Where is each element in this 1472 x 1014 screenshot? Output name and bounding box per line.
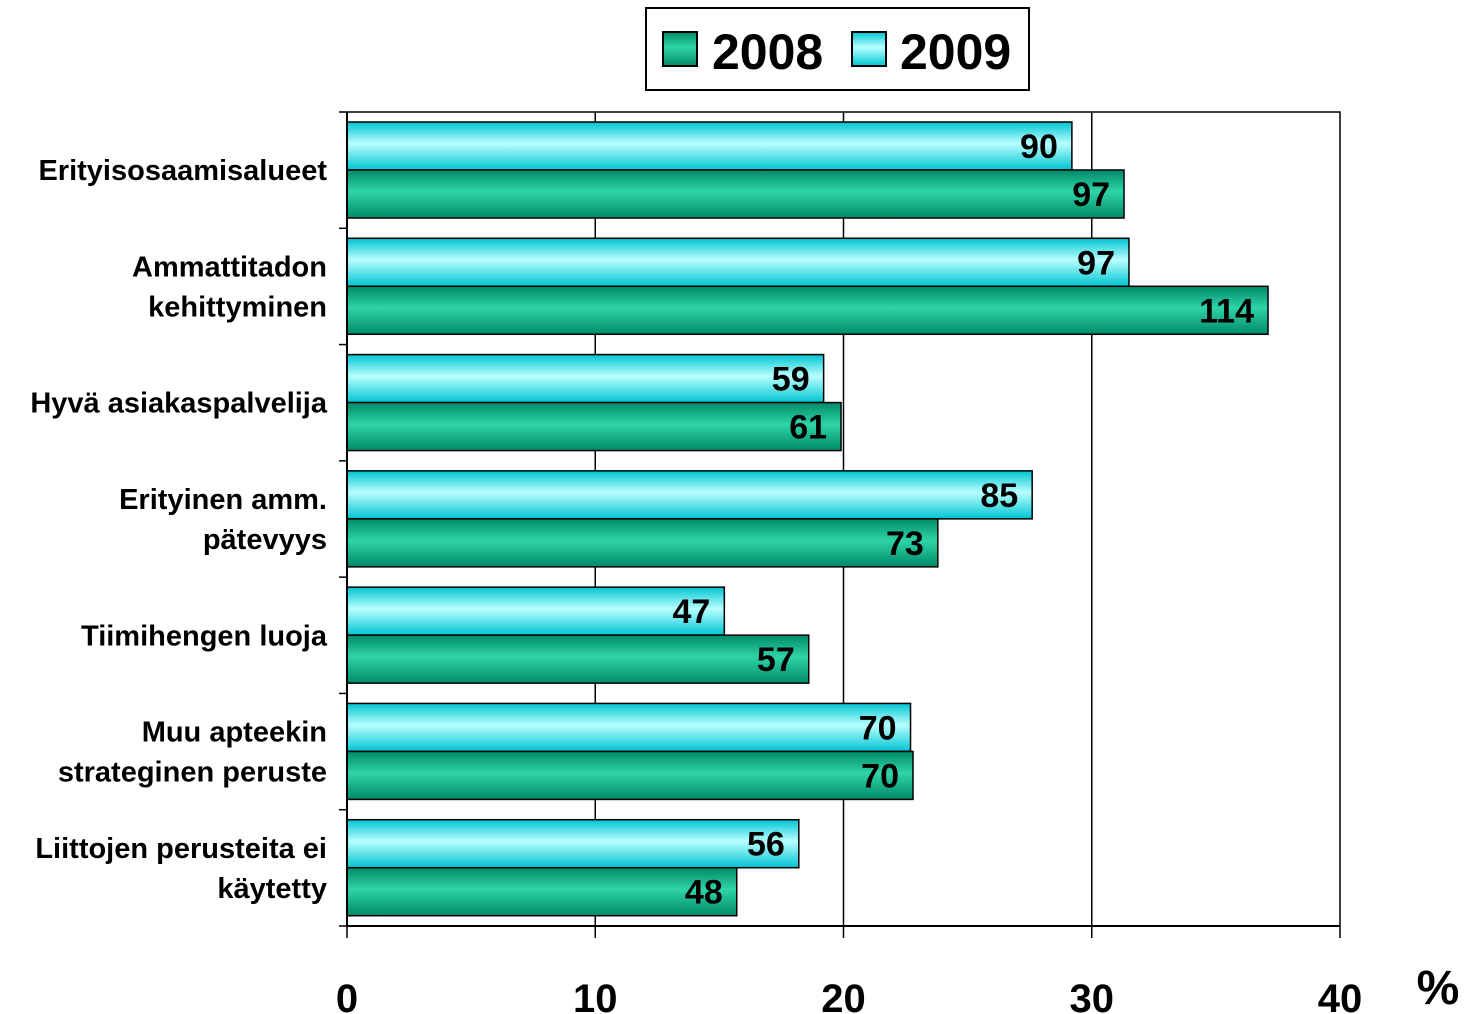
x-tick-label: 40 [1318, 977, 1363, 1014]
category-label: Muu apteekin [142, 717, 327, 749]
category-labels: Erityisosaamisalueet Ammattitadon kehittym… [30, 155, 328, 905]
category-label: pätevyys [203, 524, 327, 556]
data-label-2009: 56 [747, 826, 785, 864]
category-label: Hyvä asiakaspalvelija [30, 388, 328, 420]
data-label-2009: 90 [1020, 128, 1058, 166]
category-label: Erityisosaamisalueet [38, 155, 327, 187]
data-label-2009: 59 [772, 361, 810, 399]
bar-2008 [346, 518, 939, 568]
bar-2008 [346, 285, 1269, 336]
category-label: Liittojen perusteita ei [35, 833, 327, 865]
legend-label-2009: 2009 [900, 24, 1011, 80]
data-label-2008: 97 [1072, 176, 1110, 214]
data-label-2008: 48 [685, 874, 723, 912]
bar-2009 [346, 353, 825, 404]
bar-2009 [346, 818, 800, 869]
data-label-2008: 73 [886, 525, 924, 563]
category-label: strateginen peruste [58, 757, 327, 789]
bar-2008 [346, 866, 738, 917]
legend-box [645, 7, 1030, 91]
x-tick-label: 20 [821, 977, 866, 1014]
category-label: Tiimihengen luoja [81, 620, 328, 652]
bar-2008 [346, 169, 1125, 219]
category-label: Erityinen amm. [119, 484, 327, 516]
bar-2009 [346, 702, 912, 753]
category-label: käytetty [217, 873, 327, 905]
category-label: Ammattitadon [132, 251, 327, 283]
bar-2009 [346, 586, 726, 636]
legend-swatch-2009 [851, 31, 887, 67]
data-label-2008: 57 [757, 641, 795, 679]
bar-2009 [346, 237, 1130, 288]
bar-2009 [346, 470, 1033, 520]
data-label-2009: 97 [1077, 244, 1115, 282]
legend: 2008 2009 [645, 7, 1030, 91]
data-label-2008: 70 [861, 757, 899, 795]
data-label-2008: 114 [1199, 292, 1254, 330]
category-label: kehittyminen [148, 291, 327, 323]
legend-label-2008: 2008 [712, 24, 823, 80]
bars: 90 97 97 114 59 61 85 73 47 57 70 70 56 48 [346, 121, 1269, 917]
data-label-2009: 85 [980, 477, 1018, 515]
x-tick-label: 10 [573, 977, 618, 1014]
bar-2009 [346, 121, 1073, 171]
data-label-2009: 47 [673, 593, 711, 631]
data-label-2009: 70 [859, 709, 897, 747]
bar-2008 [346, 634, 810, 684]
legend-swatch-2008 [662, 31, 698, 67]
x-tick-label: 30 [1070, 977, 1115, 1014]
data-label-2008: 61 [789, 409, 827, 447]
axes [339, 111, 1341, 938]
bar-2008 [346, 401, 842, 452]
x-tick-labels: 0 10 20 30 40 [336, 977, 1362, 1014]
x-unit-label: % [1417, 962, 1460, 1014]
bar-2008 [346, 750, 914, 801]
x-tick-label: 0 [336, 977, 358, 1014]
